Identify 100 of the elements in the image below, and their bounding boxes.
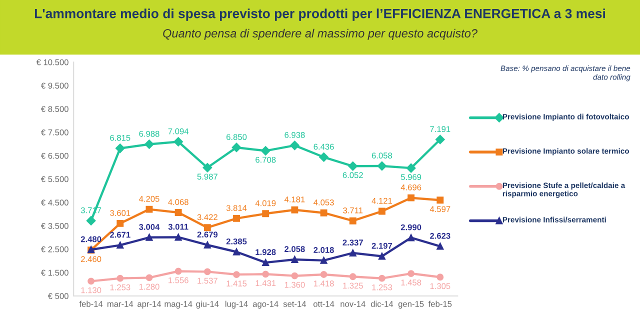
point bbox=[233, 214, 240, 222]
data-label: 6.052 bbox=[342, 172, 363, 178]
data-label: 6.708 bbox=[256, 156, 276, 163]
point bbox=[146, 206, 153, 213]
data-label: 4.121 bbox=[372, 198, 392, 204]
data-label: 4.597 bbox=[430, 206, 450, 212]
point bbox=[349, 250, 356, 256]
point bbox=[436, 274, 444, 281]
data-label: 2.480 bbox=[80, 236, 102, 242]
chart-subtitle: Quanto pensa di spendere al massimo per questo acquisto? bbox=[163, 28, 478, 40]
data-label: 2.990 bbox=[400, 224, 422, 230]
y-tick-label: € 8.500 bbox=[41, 106, 68, 112]
point bbox=[262, 210, 270, 218]
point bbox=[349, 217, 356, 224]
x-tick-label: giu-14 bbox=[196, 300, 219, 309]
point bbox=[290, 140, 300, 150]
data-label: 1.305 bbox=[430, 283, 450, 290]
point bbox=[174, 209, 182, 216]
point bbox=[116, 242, 124, 249]
data-label: 3.011 bbox=[168, 224, 188, 230]
x-tick-label: apr-14 bbox=[138, 301, 162, 309]
point bbox=[408, 234, 415, 242]
point bbox=[349, 273, 356, 280]
point bbox=[116, 144, 125, 153]
data-label: 4.205 bbox=[139, 196, 160, 202]
point bbox=[378, 252, 386, 260]
data-label: 5.969 bbox=[400, 174, 422, 180]
x-tick-label: feb-15 bbox=[428, 300, 452, 307]
point bbox=[319, 152, 328, 162]
point bbox=[233, 248, 240, 256]
point bbox=[262, 259, 270, 266]
data-label: 1.556 bbox=[168, 277, 188, 284]
data-label: 4.019 bbox=[255, 200, 276, 206]
data-label: 6.988 bbox=[139, 130, 160, 137]
point bbox=[436, 242, 444, 250]
point bbox=[174, 137, 183, 146]
x-tick-label: dic-14 bbox=[370, 300, 394, 307]
x-tick-label: nov-14 bbox=[340, 301, 366, 307]
point bbox=[146, 274, 153, 282]
point bbox=[174, 268, 182, 275]
point bbox=[291, 272, 298, 280]
y-tick-label: € 2.500 bbox=[41, 246, 68, 252]
data-label: 4.053 bbox=[314, 199, 334, 206]
x-tick-label: lug-14 bbox=[225, 300, 248, 309]
x-tick-label: mag-14 bbox=[164, 301, 192, 309]
data-label: 1.280 bbox=[139, 284, 160, 290]
y-tick-label: € 1.500 bbox=[41, 270, 68, 276]
data-label: 1.253 bbox=[372, 284, 392, 290]
x-tick-label: ago-14 bbox=[252, 301, 278, 309]
point bbox=[348, 162, 358, 171]
data-label: 3.711 bbox=[343, 207, 363, 214]
data-label: 4.068 bbox=[168, 199, 188, 206]
point bbox=[320, 256, 328, 264]
point bbox=[320, 271, 328, 278]
point bbox=[291, 256, 298, 263]
data-label: 3.004 bbox=[139, 224, 160, 230]
chart-title: L'ammontare medio di spesa previsto per prodotti per l’EFFICIENZA ENERGETICA a 3 mesi bbox=[34, 8, 605, 21]
y-tick-label: € 5.500 bbox=[41, 176, 68, 182]
data-label: 2.018 bbox=[314, 247, 334, 253]
x-tick-label: mar-14 bbox=[108, 301, 134, 307]
data-label: 1.418 bbox=[314, 280, 334, 286]
data-label: 1.360 bbox=[284, 282, 305, 288]
data-label: 6.938 bbox=[284, 132, 305, 138]
data-label: 2.460 bbox=[81, 256, 102, 262]
y-tick-label: € 500 bbox=[48, 293, 68, 300]
point bbox=[146, 234, 153, 241]
point bbox=[116, 274, 124, 282]
data-label: 2.623 bbox=[430, 232, 450, 239]
data-label: 4.181 bbox=[284, 196, 305, 202]
point bbox=[116, 220, 124, 227]
data-label: 4.696 bbox=[400, 184, 422, 190]
data-label: 3.814 bbox=[226, 205, 247, 211]
data-label: 6.058 bbox=[372, 152, 392, 158]
point bbox=[378, 274, 386, 282]
point bbox=[406, 163, 416, 173]
data-label: 2.671 bbox=[110, 232, 130, 238]
point bbox=[408, 194, 415, 202]
data-label: 2.385 bbox=[226, 238, 247, 244]
data-label: 1.537 bbox=[198, 278, 218, 284]
data-label: 1.253 bbox=[110, 284, 130, 290]
data-label: 3.422 bbox=[197, 214, 218, 220]
data-label: 1.431 bbox=[256, 280, 276, 286]
data-label: 7.191 bbox=[430, 126, 450, 132]
data-label: 2.337 bbox=[342, 240, 363, 246]
data-label: 6.436 bbox=[314, 144, 334, 150]
point bbox=[291, 206, 298, 214]
y-tick-label: € 4.500 bbox=[41, 200, 68, 206]
data-label: 1.928 bbox=[256, 249, 276, 256]
data-label: 2.679 bbox=[197, 232, 218, 238]
data-label: 5.987 bbox=[197, 174, 218, 180]
x-tick-label: gen-15 bbox=[398, 301, 424, 309]
point bbox=[88, 278, 95, 285]
data-label: 1.458 bbox=[401, 280, 422, 286]
y-tick-label: € 10.500 bbox=[36, 59, 68, 66]
point bbox=[436, 134, 445, 144]
data-label: 2.058 bbox=[284, 246, 305, 252]
point bbox=[144, 140, 154, 149]
point bbox=[377, 161, 387, 171]
point bbox=[436, 196, 444, 204]
x-tick-label: feb-14 bbox=[79, 300, 103, 307]
